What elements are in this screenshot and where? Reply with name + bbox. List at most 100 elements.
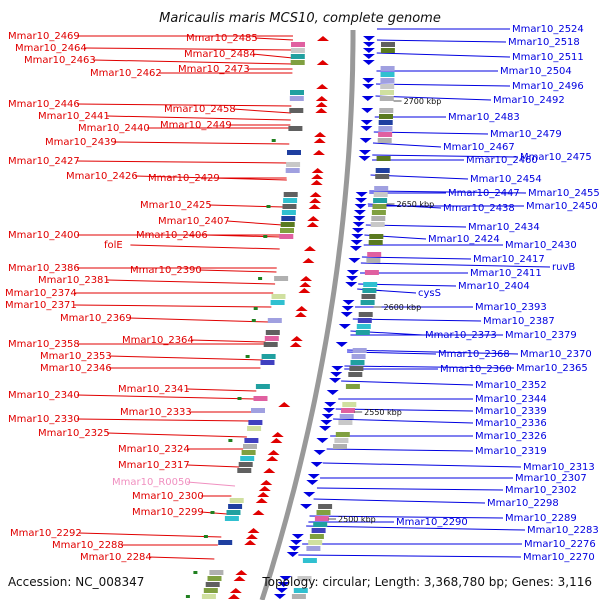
left-gene-arrow [311, 168, 324, 173]
left-gene-label: Mmar10_2484 [184, 49, 256, 60]
left-leader-line [77, 160, 288, 164]
right-gene-label: Mmar10_2434 [468, 222, 540, 233]
left-gene-label: Mmar10_2381 [38, 275, 110, 286]
right-gene-arrow [329, 378, 342, 383]
left-gene-label: Mmar10_2288 [52, 540, 124, 551]
green-marker [271, 139, 276, 142]
feature-block-right [308, 540, 323, 545]
feature-block-left [291, 42, 305, 47]
right-gene-label: ruvB [552, 262, 575, 273]
left-leader-line [199, 269, 277, 273]
left-gene-label: Mmar10_2469 [8, 31, 80, 42]
right-gene-arrow [360, 120, 373, 125]
left-leader-line [129, 317, 270, 323]
left-gene-label: Mmar10_2324 [118, 444, 190, 455]
right-gene-label: Mmar10_2524 [512, 24, 584, 35]
feature-block-left [265, 330, 280, 335]
right-gene-arrow [321, 414, 334, 419]
left-gene-arrow [299, 282, 312, 287]
feature-block-left [280, 228, 294, 233]
left-gene-label: Mmar10_2386 [8, 263, 80, 274]
right-gene-arrow [355, 192, 368, 197]
green-marker [228, 439, 233, 442]
left-gene-label: Mmar10_2464 [15, 43, 87, 54]
right-gene-label: Mmar10_2460 [466, 155, 538, 166]
right-gene-label: cysS [418, 288, 441, 299]
right-gene-arrow [348, 258, 361, 263]
feature-block-left [287, 150, 301, 155]
feature-block-right [318, 504, 333, 509]
right-gene-arrow [358, 150, 371, 155]
right-gene-arrow [316, 438, 329, 443]
green-marker [203, 535, 208, 538]
right-leader-line [361, 256, 472, 260]
right-leader-line [309, 515, 504, 519]
green-marker [210, 511, 215, 514]
right-gene-arrow [353, 210, 366, 215]
left-gene-arrow [306, 222, 319, 227]
feature-block-right [345, 384, 360, 389]
feature-block-left [218, 540, 233, 545]
feature-block-right [334, 438, 349, 443]
left-gene-arrow [316, 60, 329, 65]
left-gene-label: Mmar10_2462 [90, 68, 162, 79]
right-gene-arrow [324, 402, 337, 407]
right-gene-arrow [303, 492, 316, 497]
right-leader-line [372, 142, 442, 148]
right-gene-arrow [306, 480, 319, 485]
feature-block-right [375, 168, 390, 173]
left-gene-label: Mmar10_2400 [8, 230, 80, 241]
left-gene-label: Mmar10_2463 [24, 55, 96, 66]
left-leader-line [205, 234, 281, 238]
green-marker [185, 595, 190, 598]
right-gene-label: Mmar10_2467 [443, 142, 515, 153]
right-gene-arrow [341, 306, 354, 311]
right-leader-line [326, 448, 474, 452]
right-gene-label: Mmar10_2475 [520, 152, 592, 163]
feature-block-left [281, 216, 296, 221]
left-leader-line [209, 204, 285, 208]
left-leader-line [109, 355, 263, 361]
left-gene-label: Mmar10_2292 [10, 528, 82, 539]
left-leader-line [227, 220, 283, 226]
feature-block-right [376, 156, 391, 161]
right-gene-label: Mmar10_2496 [512, 81, 584, 92]
left-gene-arrow [266, 456, 279, 461]
left-gene-arrow [314, 132, 327, 137]
left-gene-arrow [289, 342, 302, 347]
feature-block-left [241, 450, 256, 455]
right-gene-label: Mmar10_2339 [475, 406, 547, 417]
right-gene-label: Mmar10_2283 [527, 525, 599, 536]
feature-block-right [362, 288, 377, 293]
feature-block-right [379, 108, 394, 113]
feature-block-left [201, 594, 216, 599]
feature-block-left [209, 570, 224, 575]
right-gene-arrow [358, 156, 371, 161]
feature-block-right [333, 444, 347, 449]
feature-block-right [355, 330, 370, 335]
right-gene-arrow [361, 108, 374, 113]
feature-block-left [203, 588, 218, 593]
left-leader-line [253, 53, 293, 59]
feature-block-left [251, 408, 265, 413]
kbp-label: 2700 kbp [404, 97, 442, 106]
left-leader-line [107, 115, 291, 121]
right-gene-label: Mmar10_2450 [526, 201, 598, 212]
left-gene-arrow [244, 540, 257, 545]
right-leader-line [376, 52, 511, 58]
left-leader-line [130, 244, 280, 250]
right-leader-line [306, 525, 526, 531]
right-gene-label: Mmar10_2326 [475, 431, 547, 442]
feature-block-right [366, 258, 381, 263]
right-gene-label: Mmar10_2393 [475, 302, 547, 313]
feature-block-right [368, 240, 383, 245]
feature-block-right [380, 90, 394, 95]
feature-block-left [263, 342, 278, 347]
left-leader-line [79, 532, 222, 538]
feature-block-right [373, 192, 388, 197]
feature-block-left [255, 384, 270, 389]
right-gene-label: Mmar10_2352 [475, 380, 547, 391]
left-gene-arrow [308, 204, 321, 209]
feature-block-right [293, 588, 308, 593]
right-gene-arrow [362, 48, 375, 53]
